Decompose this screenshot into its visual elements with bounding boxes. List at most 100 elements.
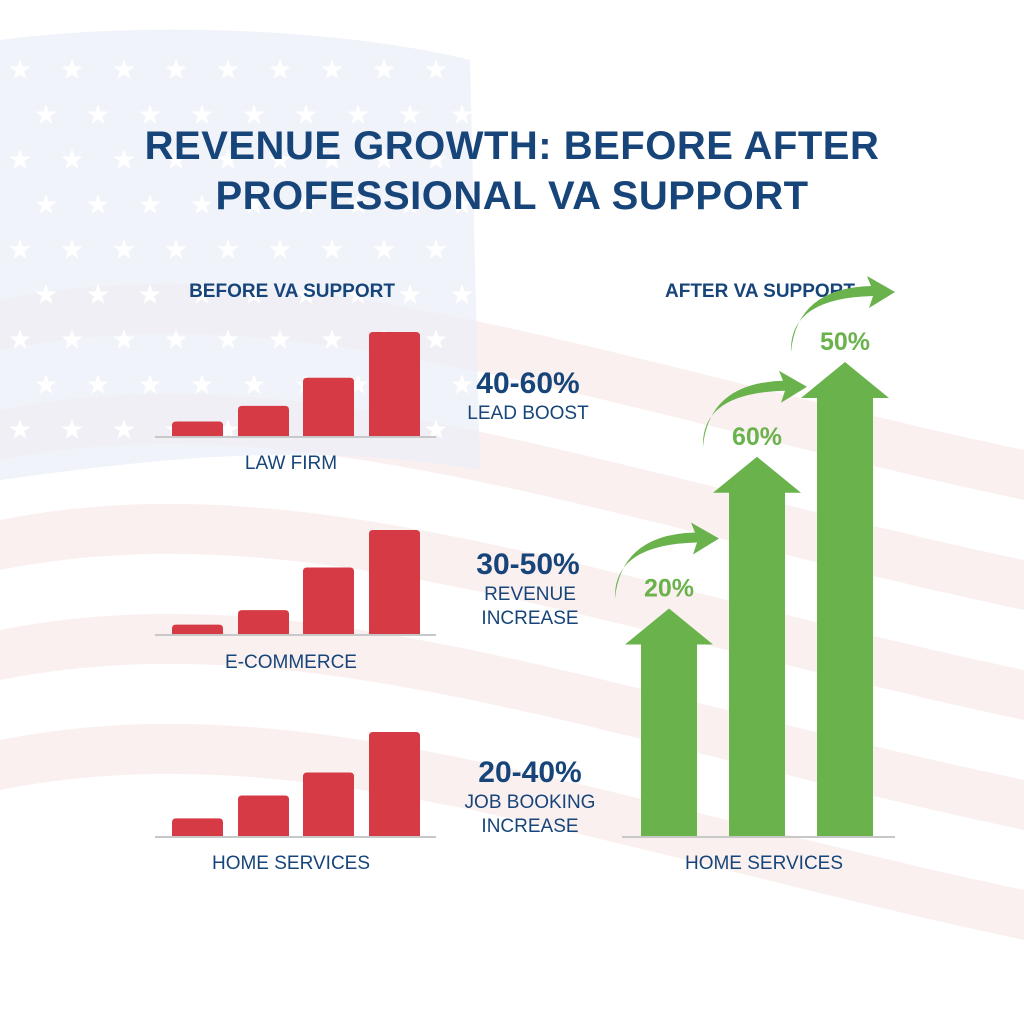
star-icon — [217, 149, 239, 169]
star-icon — [9, 149, 31, 169]
star-icon — [113, 329, 135, 349]
star-icon — [451, 194, 473, 214]
star-icon — [9, 59, 31, 79]
star-icon — [165, 239, 187, 259]
before-bar — [303, 567, 354, 634]
star-icon — [139, 194, 161, 214]
star-icon — [347, 284, 369, 304]
star-icon — [191, 104, 213, 124]
before-bar — [369, 732, 420, 836]
star-icon — [113, 419, 135, 439]
star-icon — [191, 284, 213, 304]
category-law-firm: LAW FIRM — [244, 453, 338, 474]
star-icon — [269, 239, 291, 259]
star-icon — [243, 374, 265, 394]
star-icon — [295, 284, 317, 304]
star-icon — [191, 374, 213, 394]
growth-arrow — [625, 608, 713, 836]
star-icon — [35, 104, 57, 124]
star-icon — [269, 329, 291, 349]
star-icon — [217, 59, 239, 79]
star-icon — [217, 239, 239, 259]
star-icon — [347, 194, 369, 214]
star-icon — [9, 329, 31, 349]
stat-label-home-services-2: INCREASE — [481, 816, 579, 837]
star-icon — [9, 419, 31, 439]
growth-arrow — [801, 362, 889, 836]
growth-label: 50% — [820, 328, 870, 356]
star-icon — [425, 419, 447, 439]
star-icon — [321, 59, 343, 79]
star-icon — [425, 239, 447, 259]
star-icon — [425, 59, 447, 79]
star-icon — [399, 104, 421, 124]
star-icon — [321, 239, 343, 259]
growth-label: 60% — [732, 423, 782, 451]
star-icon — [399, 194, 421, 214]
before-bar — [172, 818, 223, 836]
star-icon — [373, 239, 395, 259]
star-icon — [87, 194, 109, 214]
before-bar — [369, 332, 420, 436]
star-icon — [243, 284, 265, 304]
before-bar — [369, 530, 420, 634]
before-heading: BEFORE VA SUPPORT — [189, 281, 395, 302]
growth-label: 20% — [644, 574, 694, 602]
flag-stripe — [0, 613, 1024, 830]
before-bar — [303, 377, 354, 436]
star-icon — [113, 239, 135, 259]
stat-label-law-firm: LEAD BOOST — [467, 403, 589, 424]
star-icon — [425, 149, 447, 169]
star-icon — [139, 284, 161, 304]
star-icon — [35, 284, 57, 304]
star-icon — [113, 149, 135, 169]
star-icon — [35, 194, 57, 214]
title-line-2: PROFESSIONAL VA SUPPORT — [215, 174, 809, 218]
flag-stripe — [0, 503, 1024, 720]
star-icon — [35, 374, 57, 394]
stat-e-commerce: 30-50% — [476, 548, 580, 581]
star-icon — [295, 194, 317, 214]
star-icon — [217, 419, 239, 439]
stat-law-firm: 40-60% — [476, 367, 580, 400]
star-icon — [451, 374, 473, 394]
star-icon — [451, 284, 473, 304]
star-icon — [139, 104, 161, 124]
stat-label-e-commerce-2: INCREASE — [481, 608, 579, 629]
star-icon — [113, 59, 135, 79]
stat-label-e-commerce-1: REVENUE — [484, 584, 576, 605]
star-icon — [399, 284, 421, 304]
star-icon — [191, 194, 213, 214]
star-icon — [295, 104, 317, 124]
star-icon — [217, 329, 239, 349]
star-icon — [87, 104, 109, 124]
before-bar — [303, 772, 354, 836]
after-heading: AFTER VA SUPPORT — [664, 281, 856, 302]
before-bar — [172, 421, 223, 436]
star-icon — [87, 374, 109, 394]
star-icon — [61, 149, 83, 169]
star-icon — [165, 149, 187, 169]
before-bar — [238, 405, 289, 436]
star-icon — [139, 374, 161, 394]
star-icon — [61, 419, 83, 439]
star-icon — [61, 59, 83, 79]
stat-label-home-services-1: JOB BOOKING — [464, 792, 596, 813]
star-icon — [61, 329, 83, 349]
star-icon — [165, 59, 187, 79]
star-icon — [9, 239, 31, 259]
before-bar — [238, 610, 289, 634]
star-icon — [87, 284, 109, 304]
star-icon — [165, 329, 187, 349]
growth-arrow — [713, 456, 801, 836]
curved-arrow-icon — [790, 276, 895, 352]
star-icon — [347, 104, 369, 124]
star-icon — [373, 59, 395, 79]
before-bar — [172, 624, 223, 634]
curved-arrow-icon — [614, 522, 719, 599]
star-icon — [347, 374, 369, 394]
category-e-commerce: E-COMMERCE — [225, 652, 357, 673]
stat-home-services: 20-40% — [478, 756, 582, 789]
